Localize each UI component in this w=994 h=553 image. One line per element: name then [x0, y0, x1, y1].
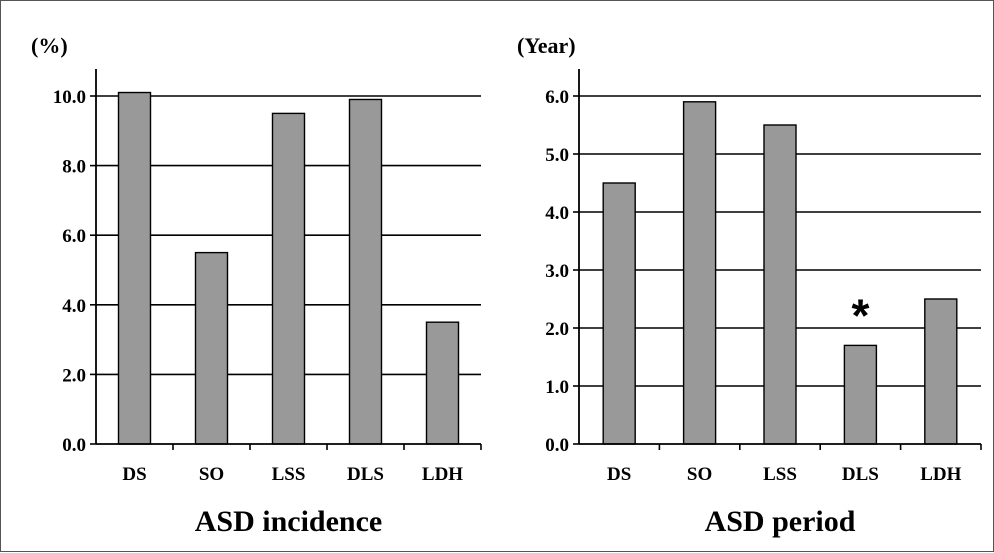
bar-ds: [117, 91, 152, 445]
y-tick-label: 6.0: [545, 87, 569, 108]
significance-asterisk: *: [851, 289, 869, 341]
y-tick-label: 2.0: [62, 365, 86, 386]
bar-ds: [602, 182, 636, 445]
chart-title: ASD period: [705, 505, 856, 538]
x-category-label: DS: [122, 464, 146, 485]
y-tick-label: 3.0: [545, 261, 569, 282]
bar-lss: [763, 124, 797, 445]
bar-ldh: [924, 298, 958, 445]
y-tick-label: 8.0: [62, 157, 86, 178]
x-category-label: SO: [687, 464, 712, 485]
bar-so: [682, 101, 717, 445]
chart-asd-period: 0.0 1.0 2.0 3.0 4.0 5.0 6.0 DS SO LSS DLS LDH (Year)…: [517, 33, 982, 538]
x-category-label: LDH: [422, 464, 463, 485]
y-tick-label: 1.0: [545, 377, 569, 398]
bar-ldh: [425, 321, 460, 445]
chart-asd-incidence: 0.0 2.0 4.0 6.0 8.0 10.0 DS SO LSS DLS LDH (%) ASD i…: [31, 33, 482, 538]
x-category-label: LSS: [272, 464, 306, 485]
y-tick-label: 10.0: [53, 87, 86, 108]
bar-so: [194, 251, 229, 445]
bar-dls: [348, 98, 383, 445]
y-tick-label: 4.0: [62, 296, 86, 317]
x-category-label: LSS: [763, 464, 797, 485]
bar-dls: [843, 344, 878, 445]
y-tick-label: 0.0: [62, 435, 86, 456]
y-tick-label: 6.0: [62, 226, 86, 247]
x-category-label: SO: [199, 464, 224, 485]
x-category-label: LDH: [920, 464, 961, 485]
y-tick-label: 5.0: [545, 145, 569, 166]
x-category-label: DLS: [842, 464, 879, 485]
bar-lss: [271, 112, 306, 445]
chart-title: ASD incidence: [195, 505, 383, 538]
x-category-label: DLS: [347, 464, 384, 485]
x-category-label: DS: [607, 464, 631, 485]
y-unit-label: (%): [31, 33, 68, 58]
y-tick-label: 4.0: [545, 203, 569, 224]
y-tick-label: 2.0: [545, 319, 569, 340]
y-tick-label: 0.0: [545, 435, 569, 456]
y-unit-label: (Year): [517, 33, 576, 58]
